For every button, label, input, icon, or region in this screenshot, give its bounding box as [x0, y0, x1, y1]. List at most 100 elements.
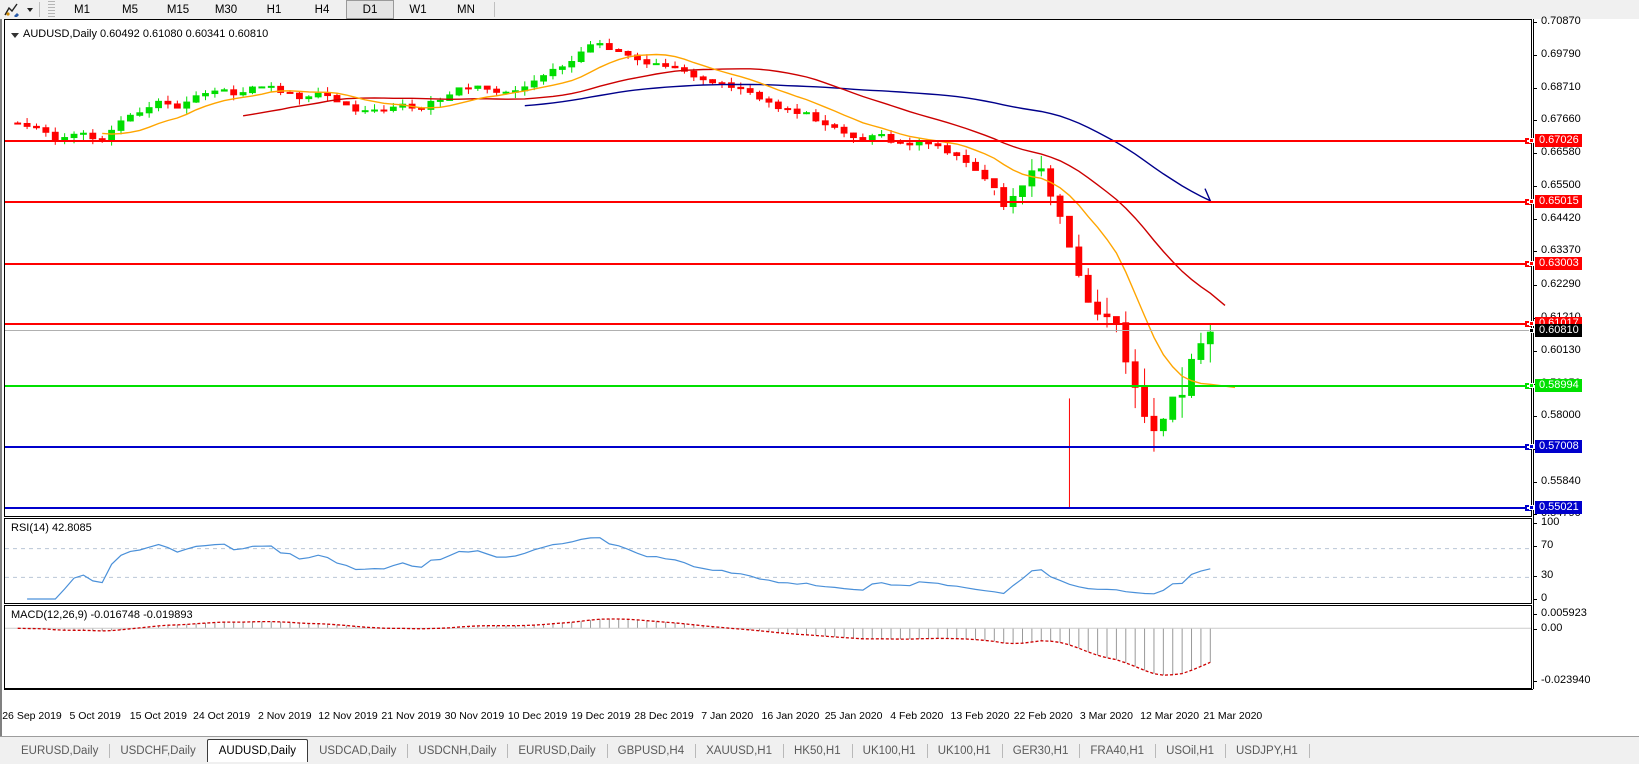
chart-tab-uk100-h1[interactable]: UK100,H1 — [852, 741, 928, 761]
price-pane[interactable]: AUDUSD,Daily 0.60492 0.61080 0.60341 0.6… — [4, 19, 1532, 517]
toolbar-drag-handle[interactable] — [48, 1, 55, 18]
price-axis[interactable]: 0.70870 0.69790 0.68710 0.67660 0.66580 0.655… — [1529, 15, 1639, 689]
level-handle-icon[interactable] — [1529, 199, 1534, 205]
horizontal-level-line-resistance[interactable] — [5, 321, 1531, 328]
price-tick-label: 0.55840 — [1541, 474, 1581, 487]
level-handle-icon[interactable] — [1529, 260, 1534, 266]
chart-tab-audusd-daily[interactable]: AUDUSD,Daily — [206, 739, 309, 762]
level-handle-icon[interactable] — [1529, 383, 1534, 389]
chart-tab-hk50-h1[interactable]: HK50,H1 — [783, 741, 853, 761]
chart-tab-xauusd-h1[interactable]: XAUUSD,H1 — [695, 741, 784, 761]
tick-mark — [1533, 514, 1537, 515]
date-tick-label: 24 Oct 2019 — [192, 710, 251, 722]
tab-divider — [407, 743, 409, 758]
tick-mark — [1533, 546, 1537, 547]
level-value: 0.58994 — [1539, 379, 1579, 392]
horizontal-level-line-resistance[interactable] — [5, 260, 1531, 267]
chart-tab-ger30-h1[interactable]: GER30,H1 — [1002, 741, 1081, 761]
tick-mark — [1533, 415, 1537, 417]
horizontal-level-line-support[interactable] — [5, 444, 1531, 451]
level-value: 0.55021 — [1539, 500, 1579, 513]
chart-tab-usoil-h1[interactable]: USOil,H1 — [1155, 741, 1226, 761]
timeframe-w1[interactable]: W1 — [409, 3, 427, 16]
chart-tab-usdcnh-daily[interactable]: USDCNH,Daily — [407, 741, 509, 761]
level-handle-icon[interactable] — [1529, 321, 1534, 327]
chart-tab-usdjpy-h1[interactable]: USDJPY,H1 — [1225, 741, 1310, 761]
level-value: 0.63003 — [1539, 256, 1579, 269]
date-tick-label: 13 Feb 2020 — [950, 710, 1010, 722]
price-axis-line — [1533, 19, 1534, 689]
horizontal-level-line-current-price[interactable] — [5, 329, 1531, 331]
macd-plot — [5, 618, 1531, 676]
price-plot — [14, 38, 1236, 508]
horizontal-level-line-support[interactable] — [5, 383, 1531, 390]
timeframe-m1[interactable]: M1 — [74, 3, 90, 16]
tab-divider — [1155, 743, 1157, 758]
tick-mark — [1533, 629, 1537, 630]
chevron-down-icon[interactable] — [24, 1, 35, 18]
chart-tab-eurusd-daily[interactable]: EURUSD,Daily — [507, 741, 608, 761]
chart-tab-bar[interactable]: EURUSD,Daily USDCHF,Daily AUDUSD,Daily USDC… — [0, 736, 1639, 764]
price-level-label-resistance[interactable]: 0.65015 — [1529, 195, 1582, 209]
price-tick-label: 0.62290 — [1541, 277, 1581, 290]
timeframe-h4[interactable]: H4 — [314, 3, 330, 16]
chart-area[interactable]: AUDUSD,Daily 0.60492 0.61080 0.60341 0.6… — [0, 15, 1639, 736]
rsi-pane[interactable]: RSI(14) 42.8085 — [4, 518, 1532, 604]
timeframe-d1[interactable]: D1 — [346, 0, 394, 19]
price-tick-label: 0.63370 — [1541, 244, 1581, 257]
tick-mark — [1533, 284, 1537, 286]
tick-mark — [1533, 681, 1537, 682]
tick-mark — [1533, 219, 1537, 221]
horizontal-level-line-resistance[interactable] — [5, 199, 1531, 206]
date-tick-label: 12 Nov 2019 — [318, 710, 378, 722]
triangle-down-icon[interactable] — [11, 33, 19, 38]
tick-mark — [1533, 55, 1537, 57]
tick-mark — [1533, 576, 1537, 577]
level-value: 0.67026 — [1539, 133, 1579, 146]
chart-tab-label: GBPUSD,H4 — [617, 744, 685, 757]
date-axis[interactable]: 26 Sep 2019 5 Oct 2019 15 Oct 2019 24 Oct 2… — [2, 689, 1533, 736]
price-level-label-support[interactable]: 0.55021 — [1529, 500, 1582, 514]
top-toolbar: M1 M5 M15 M30 H1 H4 D1 W1 MN — [0, 0, 1639, 20]
level-value: 0.60810 — [1539, 323, 1579, 336]
date-tick-label: 21 Nov 2019 — [381, 710, 441, 722]
price-level-label-resistance[interactable]: 0.67026 — [1529, 133, 1582, 147]
chart-tab-label: USDJPY,H1 — [1236, 744, 1298, 757]
chart-tab-uk100-h1[interactable]: UK100,H1 — [927, 741, 1003, 761]
date-tick-label: 25 Jan 2020 — [824, 710, 883, 722]
tab-divider — [507, 743, 509, 758]
timeframe-mn[interactable]: MN — [457, 3, 475, 16]
chart-tab-eurusd-daily[interactable]: EURUSD,Daily — [10, 741, 111, 761]
chart-tab-fra40-h1[interactable]: FRA40,H1 — [1079, 741, 1157, 761]
tab-divider — [606, 743, 608, 758]
chart-tab-label: HK50,H1 — [793, 744, 841, 757]
level-handle-icon[interactable] — [1529, 444, 1534, 450]
date-tick-label: 12 Mar 2020 — [1140, 710, 1200, 722]
price-level-label-current-price[interactable]: 0.60810 — [1529, 323, 1582, 337]
horizontal-level-line-support[interactable] — [5, 504, 1531, 511]
price-level-label-resistance[interactable]: 0.63003 — [1529, 256, 1582, 270]
date-tick-label: 7 Jan 2020 — [701, 710, 754, 722]
level-handle-icon[interactable] — [1529, 327, 1534, 333]
price-tick-label: 0.68710 — [1541, 81, 1581, 94]
price-level-label-support[interactable]: 0.58994 — [1529, 379, 1582, 393]
horizontal-level-line-resistance[interactable] — [5, 137, 1531, 144]
level-handle-icon[interactable] — [1529, 137, 1534, 143]
timeframe-m30[interactable]: M30 — [214, 3, 238, 16]
macd-pane[interactable]: MACD(12,26,9) -0.016748 -0.019893 — [4, 605, 1532, 689]
timeframe-m5[interactable]: M5 — [122, 3, 138, 16]
date-tick-label: 21 Mar 2020 — [1203, 710, 1263, 722]
price-tick-label: 0.60130 — [1541, 343, 1581, 356]
macd-tick-label: 0.00 — [1541, 622, 1563, 634]
chart-tab-gbpusd-h4[interactable]: GBPUSD,H4 — [607, 741, 697, 761]
level-handle-icon[interactable] — [1529, 504, 1534, 510]
date-tick-label: 3 Mar 2020 — [1079, 710, 1133, 722]
chart-tab-label: EURUSD,Daily — [21, 744, 99, 757]
price-tick-label: 0.65500 — [1541, 179, 1581, 192]
chart-tools-icon[interactable] — [2, 1, 24, 18]
chart-tab-usdchf-daily[interactable]: USDCHF,Daily — [109, 741, 208, 761]
chart-tab-usdcad-daily[interactable]: USDCAD,Daily — [308, 741, 409, 761]
price-level-label-support[interactable]: 0.57008 — [1529, 440, 1582, 454]
timeframe-m15[interactable]: M15 — [166, 3, 190, 16]
timeframe-h1[interactable]: H1 — [266, 3, 282, 16]
